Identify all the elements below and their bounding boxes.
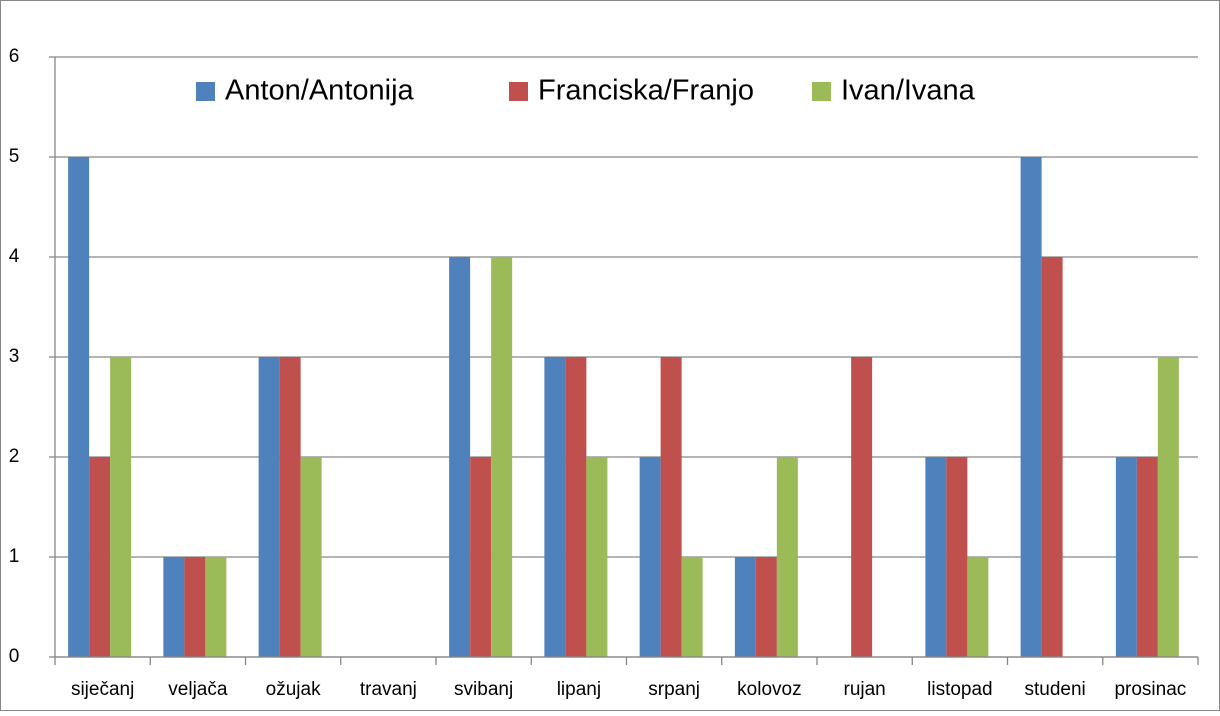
bar bbox=[851, 357, 873, 657]
x-tick-label: srpanj bbox=[648, 679, 700, 700]
x-tick-label: svibanj bbox=[454, 679, 513, 700]
bar bbox=[925, 457, 947, 657]
y-tick-label: 4 bbox=[9, 246, 20, 267]
bar bbox=[300, 457, 322, 657]
bar bbox=[755, 557, 777, 657]
bar bbox=[586, 457, 608, 657]
x-tick-label: travanj bbox=[360, 679, 417, 700]
bar bbox=[660, 357, 682, 657]
bar bbox=[734, 557, 756, 657]
legend-swatch bbox=[812, 82, 831, 101]
bar bbox=[639, 457, 661, 657]
x-tick-label: rujan bbox=[844, 679, 886, 700]
bar bbox=[1041, 257, 1063, 657]
x-tick-label: lipanj bbox=[557, 679, 601, 700]
legend-label: Anton/Antonija bbox=[225, 75, 415, 107]
bar bbox=[258, 357, 280, 657]
bar bbox=[1115, 457, 1137, 657]
x-tick-label: ožujak bbox=[266, 679, 321, 700]
bar bbox=[681, 557, 703, 657]
bar bbox=[565, 357, 587, 657]
bar bbox=[110, 357, 132, 657]
bar bbox=[544, 357, 566, 657]
legend-swatch bbox=[509, 82, 528, 101]
bar bbox=[1020, 157, 1042, 657]
bar bbox=[163, 557, 185, 657]
y-tick-label: 0 bbox=[9, 646, 20, 667]
bar bbox=[491, 257, 513, 657]
bar bbox=[184, 557, 206, 657]
x-tick-label: siječanj bbox=[71, 679, 134, 700]
bar bbox=[279, 357, 301, 657]
bar bbox=[68, 157, 90, 657]
bar bbox=[1157, 357, 1179, 657]
bar bbox=[205, 557, 227, 657]
legend-swatch bbox=[196, 82, 215, 101]
legend-label: Ivan/Ivana bbox=[841, 75, 976, 107]
legend-label: Franciska/Franjo bbox=[538, 75, 754, 107]
bar bbox=[470, 457, 492, 657]
y-tick-label: 5 bbox=[9, 146, 20, 167]
bar bbox=[449, 257, 471, 657]
x-tick-label: kolovoz bbox=[737, 679, 801, 700]
bar bbox=[1136, 457, 1158, 657]
x-tick-label: studeni bbox=[1024, 679, 1085, 700]
y-tick-label: 6 bbox=[9, 46, 20, 67]
bar bbox=[967, 557, 989, 657]
x-tick-label: veljača bbox=[168, 679, 228, 700]
bar bbox=[946, 457, 968, 657]
x-tick-label: prosinac bbox=[1114, 679, 1186, 700]
bar bbox=[776, 457, 798, 657]
y-tick-label: 1 bbox=[9, 546, 20, 567]
x-tick-label: listopad bbox=[927, 679, 993, 700]
y-tick-label: 2 bbox=[9, 446, 20, 467]
bar bbox=[89, 457, 111, 657]
y-tick-label: 3 bbox=[9, 346, 20, 367]
